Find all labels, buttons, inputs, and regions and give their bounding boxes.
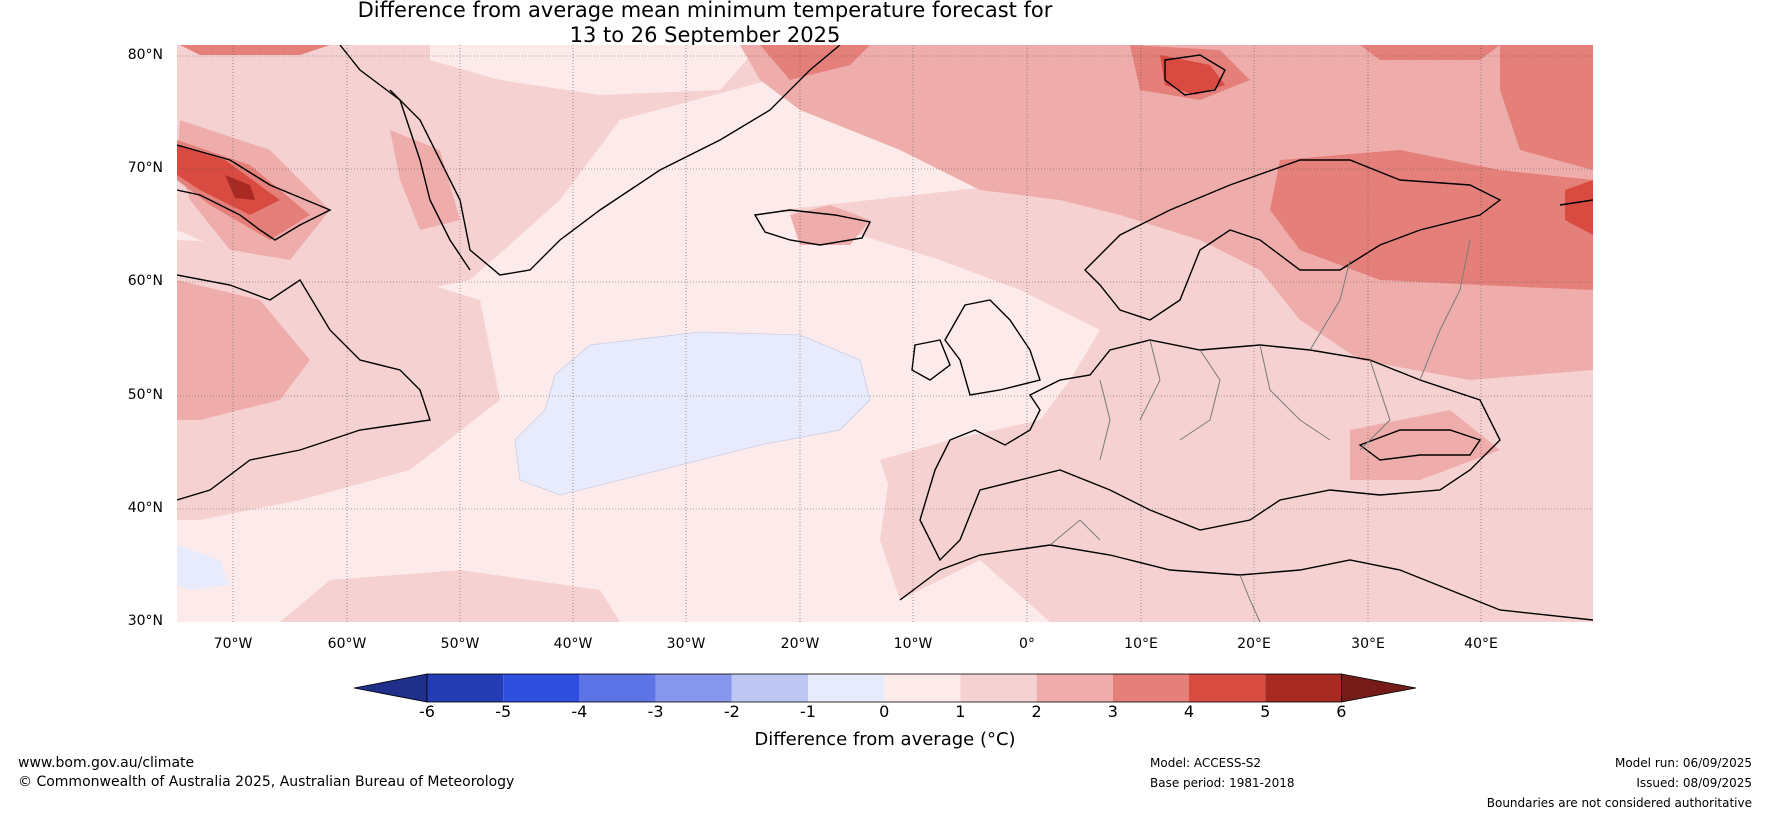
colorbar-swatch <box>1112 674 1189 702</box>
lat-label-80n: 80°N <box>127 47 163 63</box>
footer-model: Model: ACCESS-S2 <box>1150 756 1262 770</box>
anomaly-field <box>177 45 1593 622</box>
svalbard-coast <box>1164 54 1226 96</box>
greenland-coast <box>389 45 841 276</box>
colorbar-tick-label: 4 <box>1183 702 1195 721</box>
lon-label-40e: 40°E <box>1464 636 1498 652</box>
colorbar-tick-label: 3 <box>1107 702 1118 721</box>
lon-label-70w: 70°W <box>213 636 253 652</box>
lat-label-70n: 70°N <box>127 160 163 176</box>
britain-coast <box>944 299 1041 396</box>
europe-coast <box>919 339 1501 562</box>
footer-copyright: © Commonwealth of Australia 2025, Austra… <box>18 774 515 790</box>
footer-disclaimer: Boundaries are not considered authoritat… <box>1486 796 1752 810</box>
lon-label-20e: 20°E <box>1237 636 1271 652</box>
lat-label-50n: 50°N <box>127 387 163 403</box>
lon-label-20w: 20°W <box>780 636 820 652</box>
colorbar-extend-low <box>353 673 428 703</box>
colorbar-swatch <box>1036 674 1113 702</box>
colorbar-tick-label: -6 <box>419 702 435 721</box>
map-title: Difference from average mean minimum tem… <box>0 0 1410 48</box>
colorbar-extend-high <box>1341 673 1417 703</box>
lon-label-30e: 30°E <box>1351 636 1385 652</box>
lat-label-30n: 30°N <box>127 613 163 629</box>
colorbar-swatch <box>884 674 961 702</box>
colorbar-tick-label: 2 <box>1031 702 1042 721</box>
graticule <box>177 45 1593 622</box>
colorbar-swatch <box>960 674 1037 702</box>
colorbar <box>353 673 1417 703</box>
black-sea-coast <box>1358 429 1482 461</box>
anomaly-region-negative <box>514 331 871 496</box>
colorbar-tick-label: 6 <box>1336 702 1347 721</box>
lon-label-40w: 40°W <box>553 636 593 652</box>
country-borders <box>1049 239 1471 622</box>
colorbar-tick-label: 1 <box>955 702 966 721</box>
colorbar-tick-label: -4 <box>571 702 588 721</box>
labrador-coast <box>177 274 431 501</box>
lat-label-40n: 40°N <box>127 500 163 516</box>
colorbar-outline <box>426 673 1342 703</box>
lon-label-50w: 50°W <box>440 636 480 652</box>
colorbar-tick-label: 5 <box>1260 702 1271 721</box>
footer-model-run: Model run: 06/09/2025 <box>1614 756 1752 770</box>
colorbar-tick-label: 0 <box>879 702 890 721</box>
colorbar-swatch <box>1189 674 1266 702</box>
colorbar-swatch <box>427 674 504 702</box>
lon-label-10w: 10°W <box>893 636 933 652</box>
iceland-coast <box>753 209 872 246</box>
colorbar-tick-label: -2 <box>723 702 740 721</box>
title-line-1: Difference from average mean minimum tem… <box>357 0 1053 22</box>
colorbar-swatch <box>731 674 808 702</box>
footer-issued: Issued: 08/09/2025 <box>1636 776 1752 790</box>
lon-label-10e: 10°E <box>1124 636 1158 652</box>
anomaly-region-1-2 <box>177 45 770 300</box>
russia-arctic-coast <box>1559 199 1593 206</box>
footer-base-period: Base period: 1981-2018 <box>1150 776 1295 790</box>
colorbar-swatch <box>503 674 580 702</box>
colorbar-tick-label: -1 <box>800 702 816 721</box>
baffin-coast <box>177 144 332 241</box>
colorbar-swatch <box>808 674 885 702</box>
lon-label-60w: 60°W <box>327 636 367 652</box>
title-line-2: 13 to 26 September 2025 <box>569 23 841 47</box>
colorbar-tick-label: -3 <box>647 702 664 721</box>
colorbar-swatch <box>1265 674 1342 702</box>
scandinavia-coast <box>1084 159 1502 321</box>
ireland-coast <box>911 339 951 381</box>
colorbar-swatch <box>655 674 732 702</box>
colorbar-tick-label: -5 <box>495 702 512 721</box>
anomaly-region-3-4 <box>1270 150 1593 290</box>
lon-label-0: 0° <box>1019 636 1035 652</box>
lat-label-60n: 60°N <box>127 273 163 289</box>
greenland-west-coast <box>339 45 471 271</box>
colorbar-label: Difference from average (°C) <box>754 729 1016 750</box>
footer-website: www.bom.gov.au/climate <box>18 755 195 771</box>
colorbar-swatch <box>579 674 656 702</box>
lon-label-30w: 30°W <box>666 636 706 652</box>
